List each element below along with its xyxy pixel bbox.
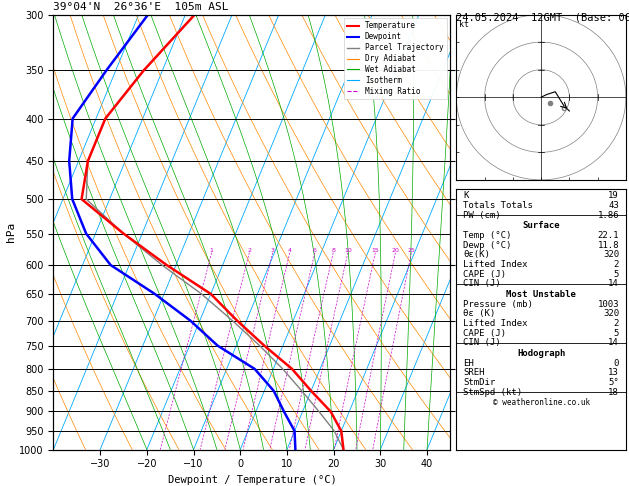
Text: © weatheronline.co.uk: © weatheronline.co.uk bbox=[493, 399, 590, 407]
Text: 5: 5 bbox=[614, 270, 619, 279]
Text: CAPE (J): CAPE (J) bbox=[463, 270, 506, 279]
Text: 14: 14 bbox=[608, 279, 619, 288]
Text: 14: 14 bbox=[608, 338, 619, 347]
Text: θε(K): θε(K) bbox=[463, 250, 490, 260]
Text: 22.1: 22.1 bbox=[598, 231, 619, 240]
Text: 2: 2 bbox=[614, 319, 619, 328]
Text: θε (K): θε (K) bbox=[463, 310, 496, 318]
Text: 11.8: 11.8 bbox=[598, 241, 619, 250]
Text: 8: 8 bbox=[331, 248, 335, 253]
Text: 15: 15 bbox=[371, 248, 379, 253]
Text: 10: 10 bbox=[344, 248, 352, 253]
Text: CAPE (J): CAPE (J) bbox=[463, 329, 506, 338]
Text: 320: 320 bbox=[603, 310, 619, 318]
Text: PW (cm): PW (cm) bbox=[463, 211, 501, 220]
Text: 3: 3 bbox=[270, 248, 275, 253]
Text: 5: 5 bbox=[614, 329, 619, 338]
Text: Temp (°C): Temp (°C) bbox=[463, 231, 511, 240]
X-axis label: Dewpoint / Temperature (°C): Dewpoint / Temperature (°C) bbox=[167, 475, 337, 485]
Text: K: K bbox=[463, 191, 469, 200]
Text: StmDir: StmDir bbox=[463, 378, 496, 387]
Legend: Temperature, Dewpoint, Parcel Trajectory, Dry Adiabat, Wet Adiabat, Isotherm, Mi: Temperature, Dewpoint, Parcel Trajectory… bbox=[344, 18, 447, 99]
Text: CIN (J): CIN (J) bbox=[463, 279, 501, 288]
Text: 1: 1 bbox=[209, 248, 214, 253]
Text: 4: 4 bbox=[288, 248, 292, 253]
Text: kt: kt bbox=[459, 20, 469, 29]
Text: Surface: Surface bbox=[522, 222, 560, 230]
Text: Lifted Index: Lifted Index bbox=[463, 319, 528, 328]
Text: Hodograph: Hodograph bbox=[517, 349, 565, 358]
Text: 2: 2 bbox=[247, 248, 252, 253]
Text: 43: 43 bbox=[608, 201, 619, 210]
Text: Dewp (°C): Dewp (°C) bbox=[463, 241, 511, 250]
Text: 25: 25 bbox=[408, 248, 415, 253]
Text: 320: 320 bbox=[603, 250, 619, 260]
Text: 1.86: 1.86 bbox=[598, 211, 619, 220]
Text: StmSpd (kt): StmSpd (kt) bbox=[463, 388, 522, 397]
Text: 39°04'N  26°36'E  105m ASL: 39°04'N 26°36'E 105m ASL bbox=[53, 2, 229, 13]
Text: 6: 6 bbox=[313, 248, 317, 253]
Text: 18: 18 bbox=[608, 388, 619, 397]
Text: 5°: 5° bbox=[608, 378, 619, 387]
Text: EH: EH bbox=[463, 359, 474, 368]
Y-axis label: hPa: hPa bbox=[6, 222, 16, 242]
Text: 0: 0 bbox=[614, 359, 619, 368]
Y-axis label: km
ASL: km ASL bbox=[469, 223, 491, 241]
Text: CIN (J): CIN (J) bbox=[463, 338, 501, 347]
Text: 20: 20 bbox=[391, 248, 399, 253]
Text: 24.05.2024  12GMT  (Base: 06): 24.05.2024 12GMT (Base: 06) bbox=[457, 12, 629, 22]
Text: Pressure (mb): Pressure (mb) bbox=[463, 300, 533, 309]
Text: SREH: SREH bbox=[463, 368, 485, 377]
Text: 2: 2 bbox=[614, 260, 619, 269]
Text: Totals Totals: Totals Totals bbox=[463, 201, 533, 210]
Text: 13: 13 bbox=[608, 368, 619, 377]
Text: Most Unstable: Most Unstable bbox=[506, 290, 576, 299]
Text: 19: 19 bbox=[608, 191, 619, 200]
Text: Lifted Index: Lifted Index bbox=[463, 260, 528, 269]
Text: 1003: 1003 bbox=[598, 300, 619, 309]
